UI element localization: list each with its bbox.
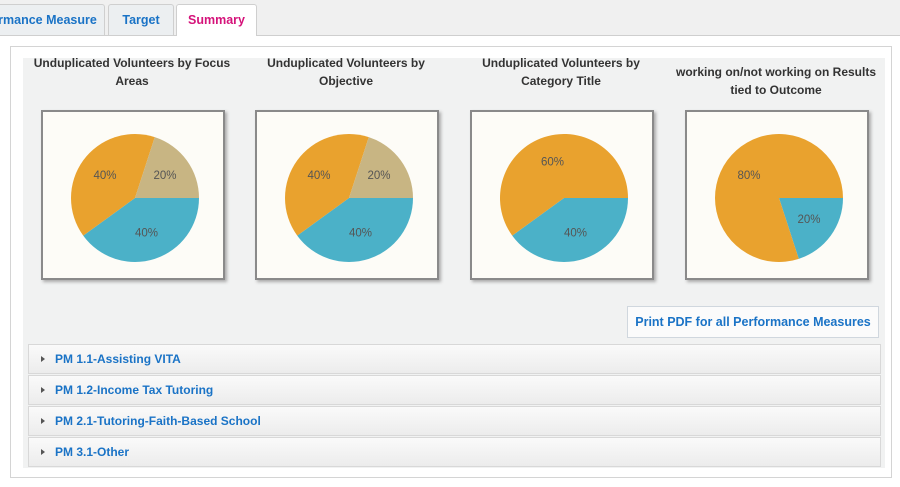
chart-title: Unduplicated Volunteers by Category Titl…	[482, 56, 640, 88]
chart-title: Unduplicated Volunteers by Focus Areas	[33, 56, 231, 88]
accordion-row[interactable]: PM 1.1-Assisting VITA	[28, 344, 881, 374]
pie-slice	[285, 134, 369, 236]
accordion-row[interactable]: PM 3.1-Other	[28, 437, 881, 467]
accordion-label: PM 3.1-Other	[55, 445, 130, 459]
accordion-label: PM 1.2-Income Tax Tutoring	[55, 383, 214, 397]
chart-box: 20% 80%	[685, 110, 869, 280]
pie-slice	[715, 133, 843, 262]
chart-box: 40% 40% 20%	[41, 110, 225, 280]
slice-label: 60%	[541, 157, 564, 169]
pie-chart: 40% 40% 20%	[285, 134, 413, 262]
chart-box: 40% 40% 20%	[255, 110, 439, 280]
slice-label: 20%	[368, 170, 391, 182]
pie-slice	[83, 198, 199, 262]
expand-arrow	[41, 387, 45, 393]
slice-label: 40%	[349, 227, 372, 239]
expand-arrow	[41, 418, 45, 424]
pie-slice	[71, 134, 155, 236]
accordion-label: PM 2.1-Tutoring-Faith-Based School	[55, 414, 261, 428]
pie-slice	[500, 133, 628, 236]
accordion-row[interactable]: PM 1.2-Income Tax Tutoring	[28, 375, 881, 405]
pie-slice	[297, 198, 413, 262]
chart-title: working on/not working on Results tied t…	[676, 65, 876, 97]
print-pdf-button[interactable]: Print PDF for all Performance Measures	[627, 306, 879, 338]
slice-label: 80%	[737, 170, 760, 182]
tab-active[interactable]: Summary	[176, 4, 257, 36]
slice-label: 40%	[564, 227, 587, 239]
pie-chart: 40% 60%	[500, 133, 628, 262]
accordion-row[interactable]: PM 2.1-Tutoring-Faith-Based School	[28, 406, 881, 436]
slice-label: 40%	[93, 170, 116, 182]
pie-slice	[512, 198, 628, 262]
pie-slice	[135, 137, 199, 198]
slice-label: 20%	[154, 170, 177, 182]
chart-box: 40% 60%	[470, 110, 654, 280]
slice-label: 20%	[798, 214, 821, 226]
pie-chart: 20% 80%	[715, 133, 843, 262]
slice-label: 40%	[307, 170, 330, 182]
pie-chart: 40% 40% 20%	[71, 134, 199, 262]
expand-arrow	[41, 449, 45, 455]
expand-arrow	[41, 356, 45, 362]
pie-slice	[349, 137, 413, 198]
tab[interactable]: Target	[108, 4, 174, 35]
accordion-label: PM 1.1-Assisting VITA	[55, 352, 181, 366]
slice-label: 40%	[135, 227, 158, 239]
tab[interactable]: rmance Measure	[0, 4, 105, 35]
chart-title: Unduplicated Volunteers by Objective	[267, 56, 425, 88]
pie-slice	[779, 198, 843, 259]
